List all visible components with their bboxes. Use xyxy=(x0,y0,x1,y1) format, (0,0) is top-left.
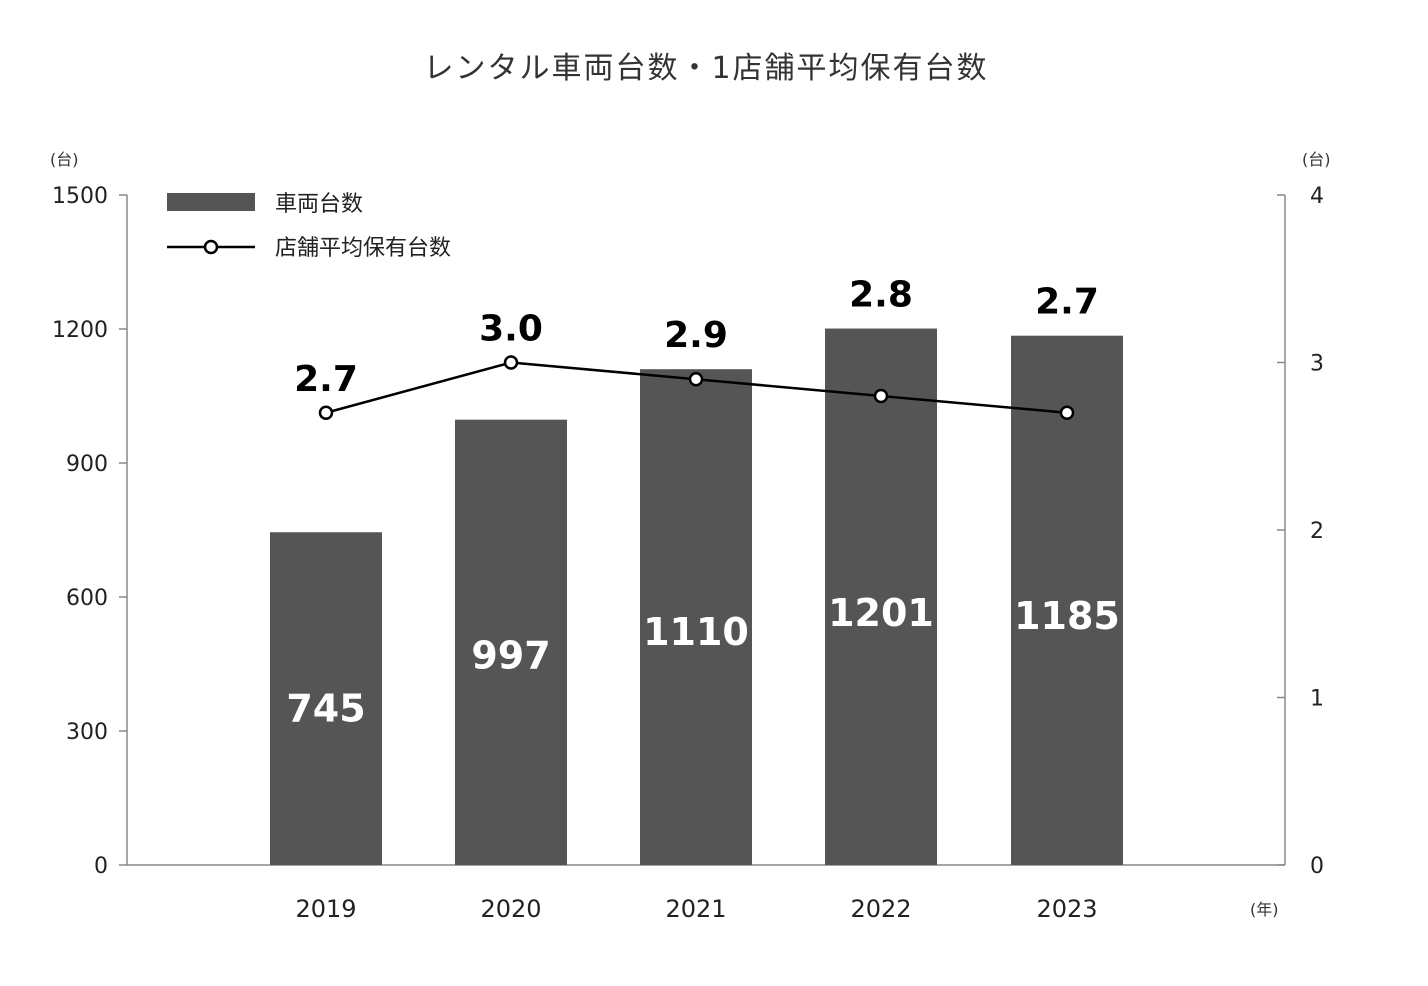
line-point xyxy=(873,388,889,404)
bar xyxy=(270,532,382,865)
left-tick-label: 1200 xyxy=(52,318,108,343)
x-tick-label: 2022 xyxy=(850,895,911,923)
line-point xyxy=(318,405,334,420)
line-point xyxy=(503,355,519,370)
line-value-label: 2.8 xyxy=(849,275,913,316)
line-series: 2.7 3.0 2.9 2.8 2.7 xyxy=(294,275,1099,420)
line-value-label: 3.0 xyxy=(479,309,543,350)
right-tick-label: 2 xyxy=(1310,519,1324,544)
legend-line-label: 店舗平均保有台数 xyxy=(275,236,451,261)
left-tick-label: 900 xyxy=(66,452,108,477)
bar-value-label: 1185 xyxy=(1014,594,1120,638)
bar xyxy=(825,328,937,865)
chart-title: レンタル車両台数・1店舗平均保有台数 xyxy=(423,51,988,86)
x-axis-unit: (年) xyxy=(1250,900,1279,919)
left-tick-label: 0 xyxy=(94,854,108,879)
bar-value-label: 1201 xyxy=(828,591,934,635)
bar-value-label: 1110 xyxy=(643,610,749,654)
x-tick-label: 2021 xyxy=(665,895,726,923)
x-tick-label: 2019 xyxy=(295,895,356,923)
legend-line-marker xyxy=(203,239,219,255)
right-tick-label: 0 xyxy=(1310,854,1324,879)
legend-bar-label: 車両台数 xyxy=(275,192,363,217)
axes: 0 300 600 900 1200 1500 0 1 2 3 4 (台) (台) (年) 2019 2020… xyxy=(50,150,1331,923)
bar xyxy=(455,419,567,865)
right-tick-label: 3 xyxy=(1310,352,1324,377)
bar-series: 745 997 1110 1201 1185 xyxy=(270,328,1123,865)
left-axis-unit: (台) xyxy=(50,150,79,169)
bar xyxy=(640,369,752,865)
left-tick-label: 600 xyxy=(66,586,108,611)
line-value-label: 2.7 xyxy=(294,359,358,400)
line-point xyxy=(1059,405,1075,420)
x-tick-label: 2020 xyxy=(480,895,541,923)
bar xyxy=(1011,335,1123,865)
right-axis-unit: (台) xyxy=(1302,150,1331,169)
line-value-label: 2.9 xyxy=(664,315,728,356)
x-tick-label: 2023 xyxy=(1036,895,1097,923)
legend-bar-swatch xyxy=(167,193,255,211)
bar-value-label: 745 xyxy=(286,687,365,731)
bar-value-label: 997 xyxy=(471,634,550,678)
right-tick-label: 4 xyxy=(1310,184,1324,209)
left-tick-label: 300 xyxy=(66,720,108,745)
line-value-label: 2.7 xyxy=(1035,282,1099,323)
left-tick-label: 1500 xyxy=(52,184,108,209)
right-tick-label: 1 xyxy=(1310,687,1324,712)
line-point xyxy=(688,372,704,387)
